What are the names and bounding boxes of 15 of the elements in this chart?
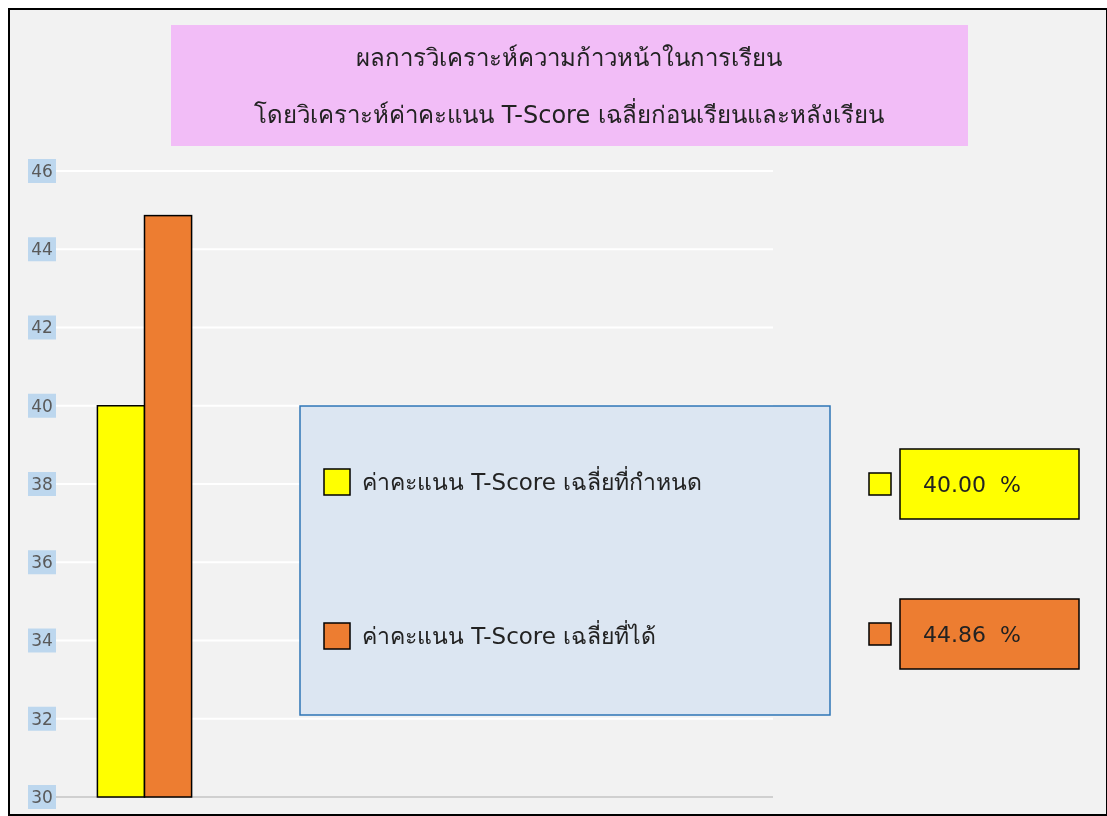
legend-label: ค่าคะแนน T-Score เฉลี่ยที่ได้ [362,620,657,650]
y-tick-label: 34 [31,630,53,651]
legend-label: ค่าคะแนน T-Score เฉลี่ยที่กำหนด [362,466,703,496]
y-tick-label: 44 [31,239,53,260]
text: 40.00 % [923,471,1021,497]
y-tick-label: 32 [31,708,53,729]
y-tick-label: 40 [31,395,53,416]
chart-title: ผลการวิเคราะห์ความก้าวหน้าในการเรียน [356,44,782,72]
y-tick-label: 38 [31,473,53,494]
y-tick-label: 30 [31,786,53,807]
chart-subtitle: โดยวิเคราะห์ค่าคะแนน T-Score เฉลี่ยก่อนเรียนและหลังเรียน [254,98,884,129]
y-tick-label: 36 [31,552,53,573]
y-tick-label: 42 [31,317,53,338]
y-tick-label: 46 [31,160,53,181]
text: 44.86 % [923,621,1021,647]
